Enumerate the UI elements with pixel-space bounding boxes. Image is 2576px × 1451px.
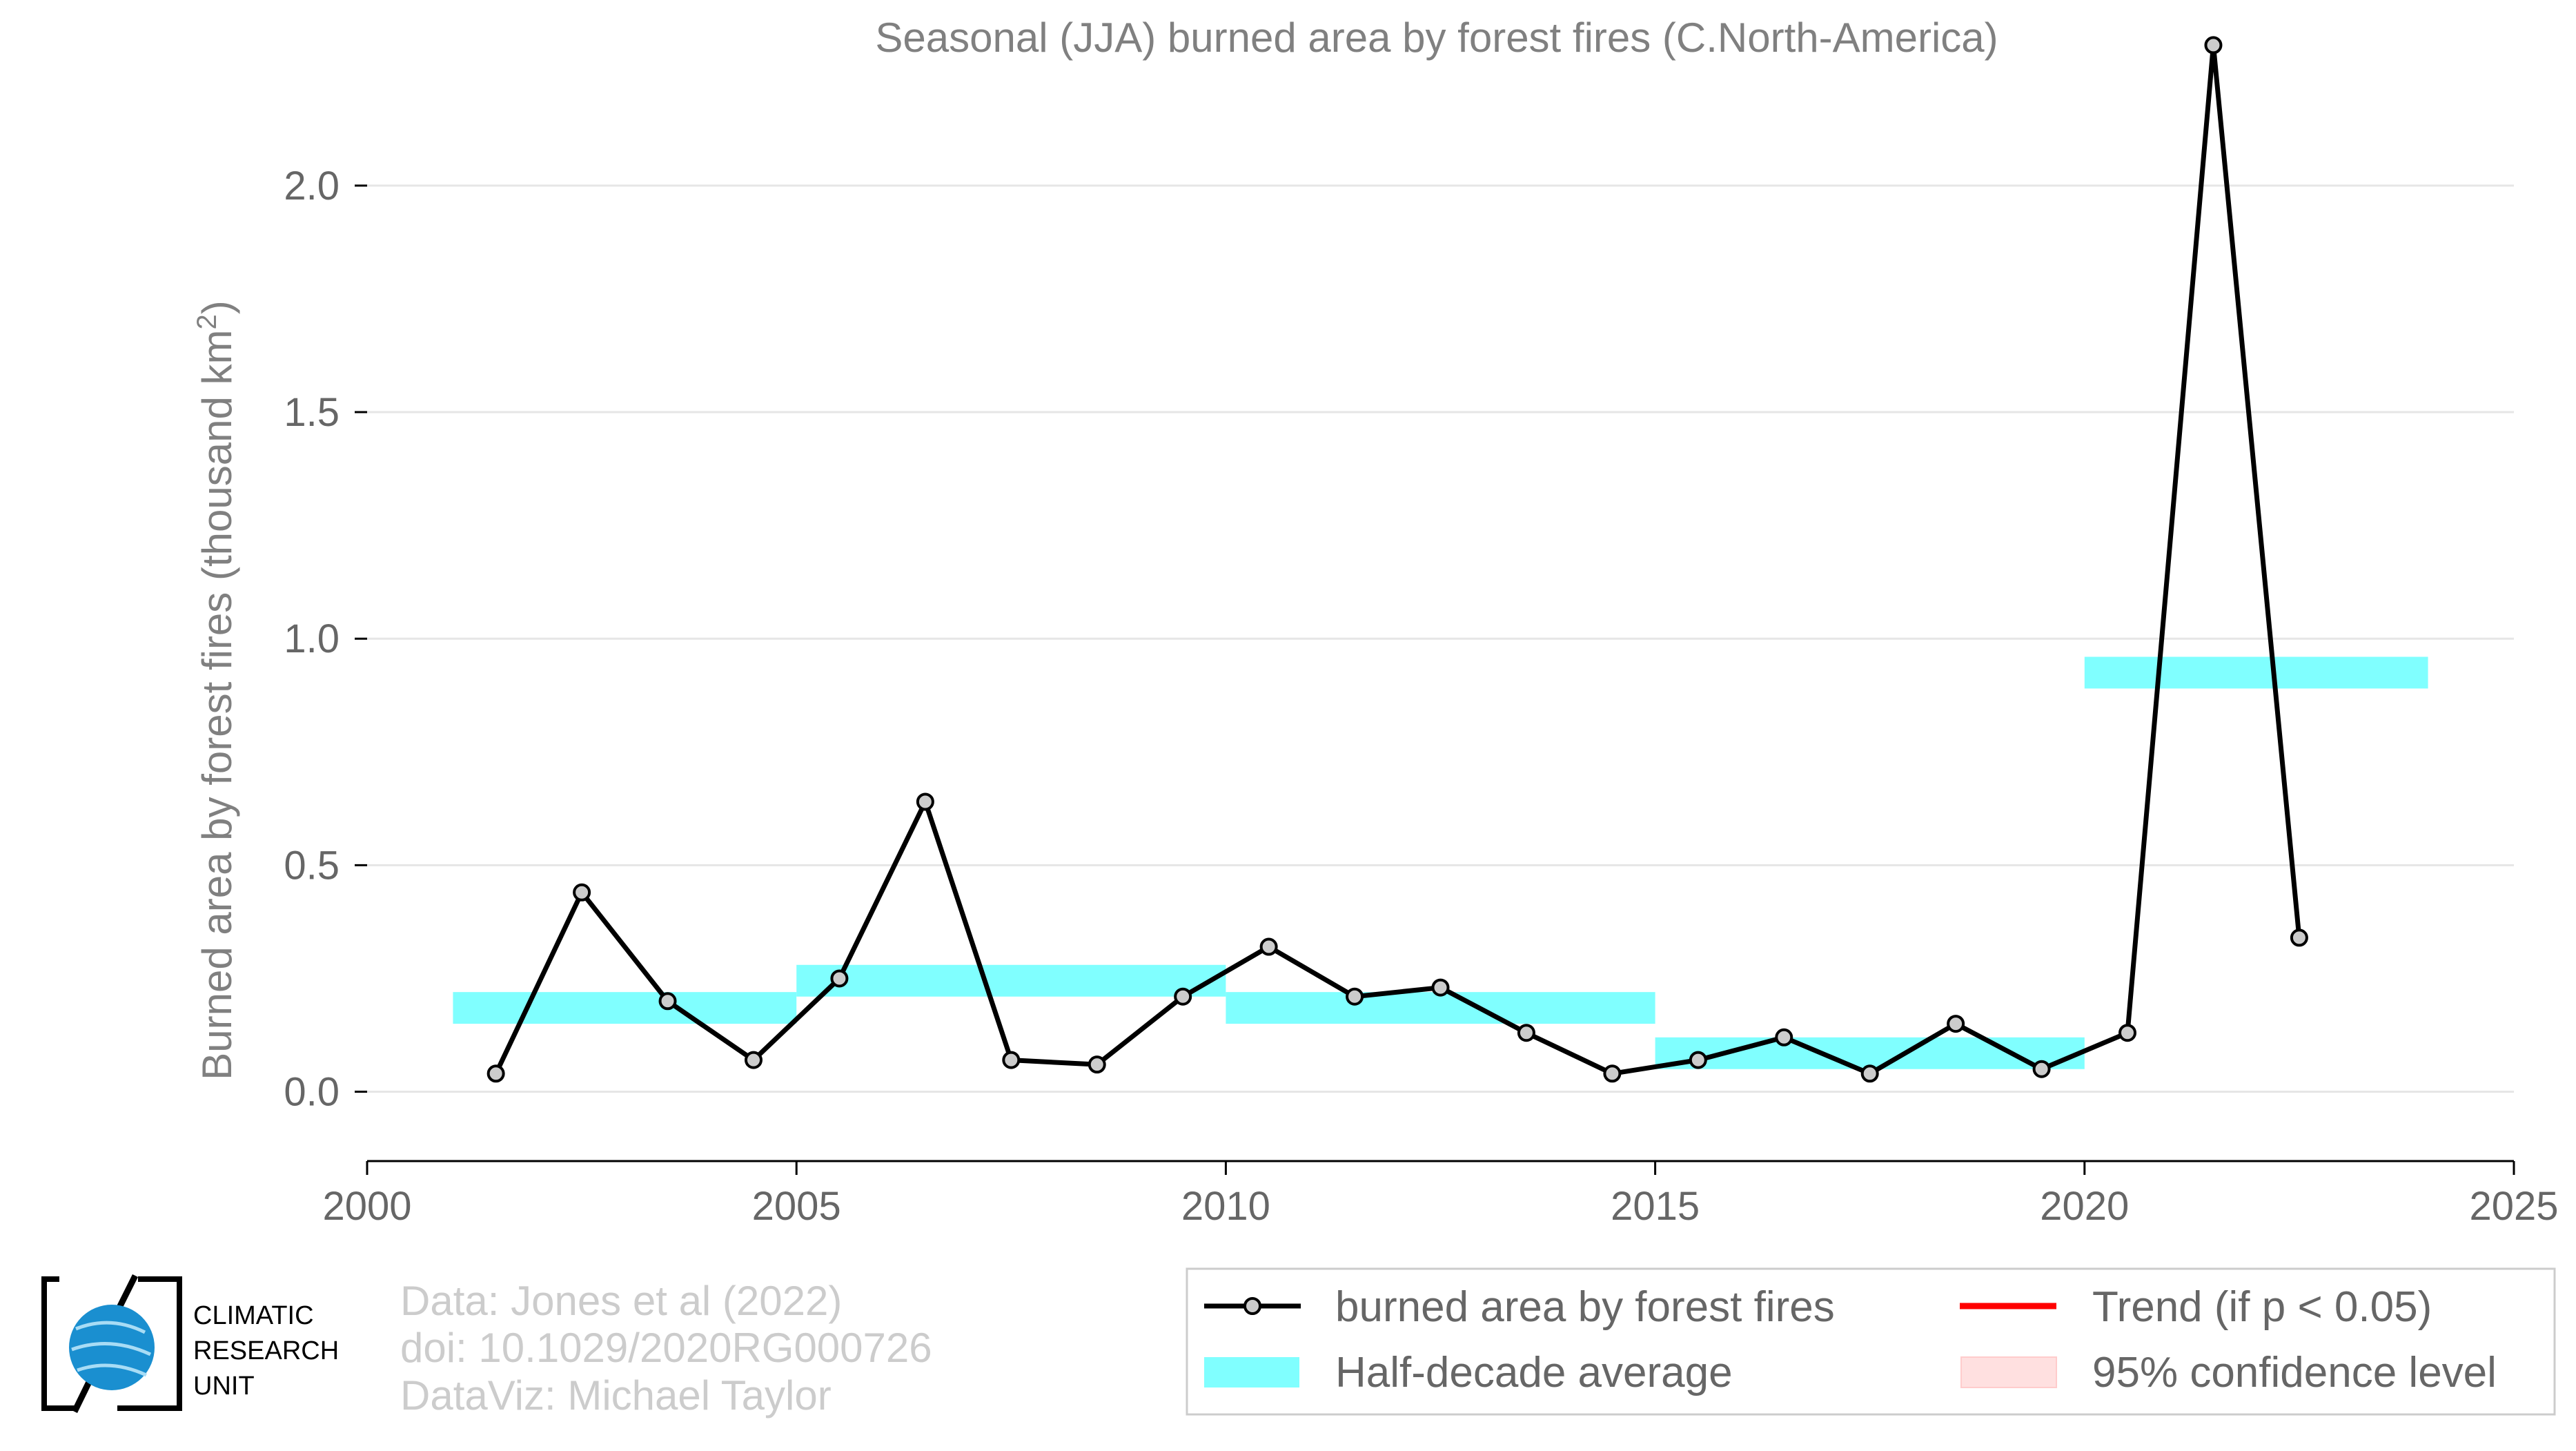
half-decade-band-0 <box>453 992 797 1024</box>
data-point-0-18 <box>2032 1060 2051 1078</box>
legend-swatch-confidence <box>1960 1356 2057 1388</box>
data-point-0-13 <box>1603 1064 1622 1083</box>
x-tick-label-5: 2025 <box>2469 1184 2558 1229</box>
data-point-0-3 <box>744 1051 763 1069</box>
data-point-0-14 <box>1689 1051 1707 1069</box>
credit-doi: doi: 10.1029/2020RG000726 <box>400 1325 932 1371</box>
legend-label-burned-area: burned area by forest fires <box>1335 1283 1835 1331</box>
data-point-0-7 <box>1088 1055 1106 1074</box>
legend-label-half-decade: Half-decade average <box>1335 1349 1733 1396</box>
y-axis-label: Burned area by forest fires (thousand km… <box>192 300 240 1080</box>
data-point-0-10 <box>1346 987 1364 1006</box>
series-line-0 <box>493 42 2302 1076</box>
data-point-0-0 <box>486 1064 505 1083</box>
globe-swirl <box>71 1321 152 1377</box>
y-tick-label-0: 0.0 <box>284 1070 340 1115</box>
legend: burned area by forest fires Trend (if p … <box>1186 1267 2556 1416</box>
series-layer <box>486 36 2308 1083</box>
logo-line-3: UNIT <box>193 1372 255 1401</box>
y-tick-label-4: 2.0 <box>284 164 340 208</box>
data-point-0-2 <box>658 992 677 1011</box>
half-decade-band-2 <box>1226 992 1655 1024</box>
data-point-0-19 <box>2118 1024 2137 1042</box>
x-tick-label-4: 2020 <box>2040 1184 2129 1229</box>
half-decade-band-4 <box>2084 656 2428 689</box>
legend-label-trend: Trend (if p < 0.05) <box>2092 1283 2432 1331</box>
data-point-0-5 <box>916 792 934 811</box>
axes <box>355 184 2515 1175</box>
legend-swatch-half-decade <box>1204 1357 1299 1387</box>
cru-logo: CLIMATIC RESEARCH UNIT <box>41 1274 339 1413</box>
data-point-0-1 <box>573 883 591 902</box>
y-axis-label-superscript: 2 <box>192 314 222 329</box>
half-decade-band-1 <box>796 964 1226 997</box>
legend-frame <box>1186 1267 2556 1416</box>
x-tick-label-0: 2000 <box>322 1184 411 1229</box>
data-point-0-20 <box>2204 36 2223 55</box>
y-tick-label-2: 1.0 <box>284 616 340 661</box>
data-point-0-16 <box>1860 1064 1879 1083</box>
data-point-0-15 <box>1775 1028 1793 1046</box>
data-point-0-4 <box>830 969 849 988</box>
data-point-0-11 <box>1431 978 1450 997</box>
x-tick-label-2: 2010 <box>1181 1184 1270 1229</box>
x-tick-label-1: 2005 <box>752 1184 841 1229</box>
x-tick-label-3: 2015 <box>1611 1184 1700 1229</box>
legend-marker-burned-area <box>1243 1297 1261 1315</box>
data-point-0-9 <box>1259 937 1278 956</box>
credit-dataviz: DataViz: Michael Taylor <box>400 1372 832 1419</box>
data-point-0-21 <box>2290 928 2308 947</box>
grid-lines <box>367 184 2514 1093</box>
y-axis-label-close: ) <box>194 300 240 314</box>
chart-title: Seasonal (JJA) burned area by forest fir… <box>875 14 1998 61</box>
legend-label-confidence: 95% confidence level <box>2092 1349 2497 1396</box>
credit-data-source: Data: Jones et al (2022) <box>400 1278 842 1324</box>
data-point-0-17 <box>1947 1015 1965 1033</box>
y-axis-label-main: Burned area by forest fires (thousand km <box>194 330 240 1080</box>
tick-labels: 0.0 0.5 1.0 1.5 2.0 2000 2005 2010 2015 2020 2025 <box>284 164 2558 1229</box>
credits: Data: Jones et al (2022) doi: 10.1029/20… <box>400 1278 932 1419</box>
logo-line-1: CLIMATIC <box>193 1301 314 1330</box>
data-point-0-8 <box>1174 987 1192 1006</box>
logo-bracket-left <box>41 1276 77 1411</box>
data-point-0-12 <box>1517 1024 1535 1042</box>
y-tick-label-1: 0.5 <box>284 843 340 888</box>
logo-line-2: RESEARCH <box>193 1336 339 1365</box>
y-tick-label-3: 1.5 <box>284 390 340 435</box>
logo-slash-bottom <box>71 1379 93 1413</box>
data-point-0-6 <box>1002 1051 1021 1069</box>
logo-bracket-right <box>117 1276 182 1411</box>
